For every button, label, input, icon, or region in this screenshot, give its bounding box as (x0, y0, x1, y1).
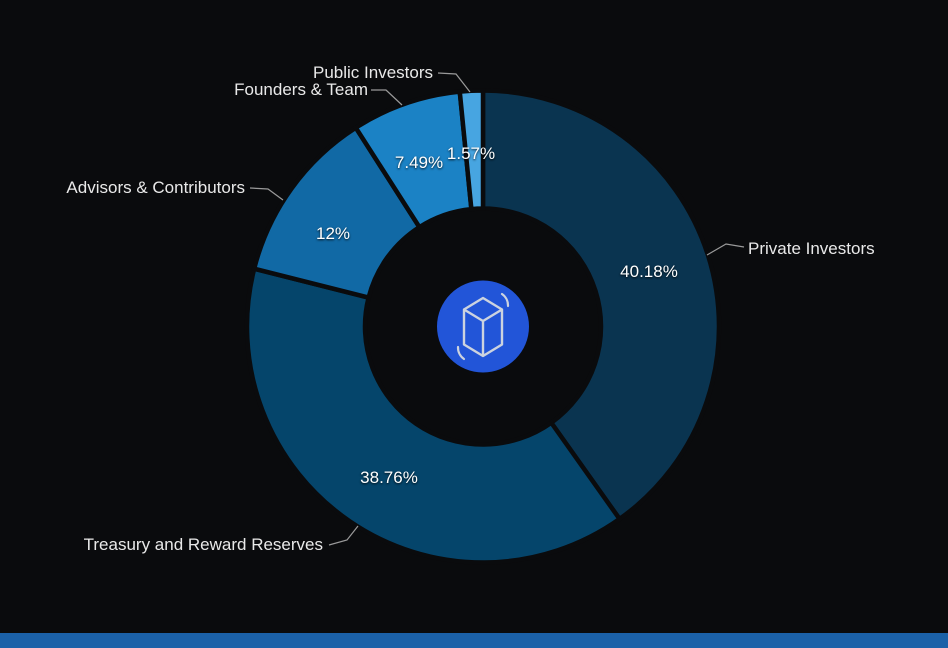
pie-slice-4[interactable] (457, 88, 486, 212)
fantom-cube-icon (462, 296, 504, 358)
label-advisors: Advisors & Contributors (66, 178, 245, 197)
label-connectors (249, 72, 745, 546)
connector-private-investors (706, 243, 745, 256)
connector-treasury (328, 525, 359, 546)
fantom-arc-top-right (500, 292, 510, 308)
fantom-logo (437, 280, 529, 373)
value-public-investors: 1.57% (446, 144, 496, 163)
connector-public-investors (437, 72, 471, 93)
label-founders-team: Founders & Team (234, 80, 368, 99)
label-private-investors: Private Investors (748, 239, 875, 258)
connector-advisors (249, 187, 284, 201)
label-public-investors: Public Investors (313, 63, 433, 82)
label-treasury: Treasury and Reward Reserves (83, 535, 323, 554)
connector-founders-team (371, 89, 403, 106)
value-advisors: 12% (315, 224, 351, 243)
footer-accent-bar (0, 633, 948, 648)
pie-slice-1[interactable] (244, 265, 623, 565)
fantom-arc-bottom-left (456, 345, 466, 361)
value-treasury: 38.76% (360, 468, 418, 487)
pie-slice-0[interactable] (480, 88, 722, 523)
value-private-investors: 40.18% (620, 262, 678, 281)
donut-slices (244, 88, 722, 565)
value-founders-team: 7.49% (394, 153, 444, 172)
